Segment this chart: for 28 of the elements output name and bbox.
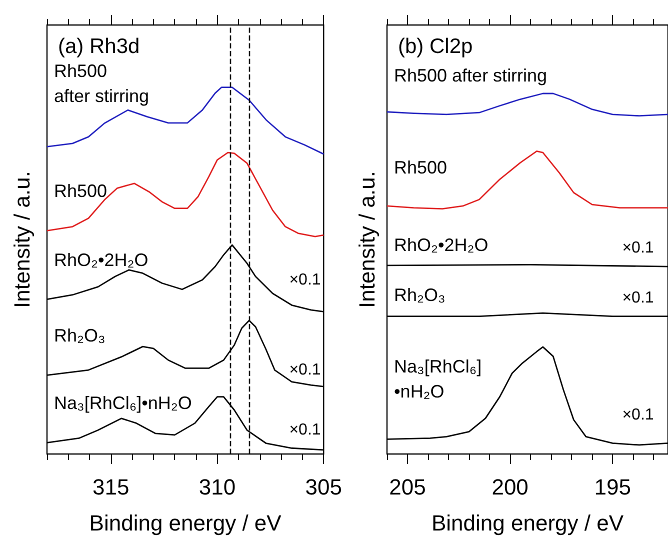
x-tick-label: 305 — [305, 474, 342, 500]
series-label: Rh₂O₃ — [394, 284, 446, 305]
annotation: ×0.1 — [289, 422, 321, 438]
x-axis-title: Binding energy / eV — [89, 510, 282, 536]
x-tick-label: 315 — [92, 474, 130, 500]
series-label: Rh500 — [394, 157, 448, 178]
series-label: Rh500 after stirring — [54, 61, 150, 106]
series-label: Rh₂O₃ — [54, 326, 106, 346]
annotation: ×0.1 — [289, 272, 321, 288]
x-tick-label: 195 — [594, 474, 631, 500]
annotation: ×0.1 — [622, 406, 654, 424]
series-label: RhO₂•2H₂O — [394, 234, 488, 255]
series-label: Rh500 — [54, 181, 108, 202]
annotation: ×0.1 — [622, 290, 654, 306]
annotation: ×0.1 — [289, 362, 321, 378]
x-axis-title: Binding energy / eV — [431, 510, 624, 536]
x-tick-label: 310 — [198, 474, 236, 500]
series-label: Na₃[RhCl₆] •nH₂O — [394, 356, 482, 402]
x-tick-label: 205 — [389, 474, 426, 500]
y-axis-title: Intensity / a.u. — [354, 171, 380, 308]
series-label: Na₃[RhCl₆]•nH₂O — [54, 393, 192, 414]
chart-title: (b) Cl2p — [398, 35, 473, 58]
annotation: ×0.1 — [622, 240, 654, 256]
series-label: Rh500 after stirring — [394, 65, 548, 86]
chart-title: (a) Rh3d — [58, 35, 140, 58]
series-label: RhO₂•2H₂O — [54, 250, 148, 270]
x-tick-label: 200 — [492, 474, 528, 500]
y-axis-title: Intensity / a.u. — [10, 171, 34, 308]
